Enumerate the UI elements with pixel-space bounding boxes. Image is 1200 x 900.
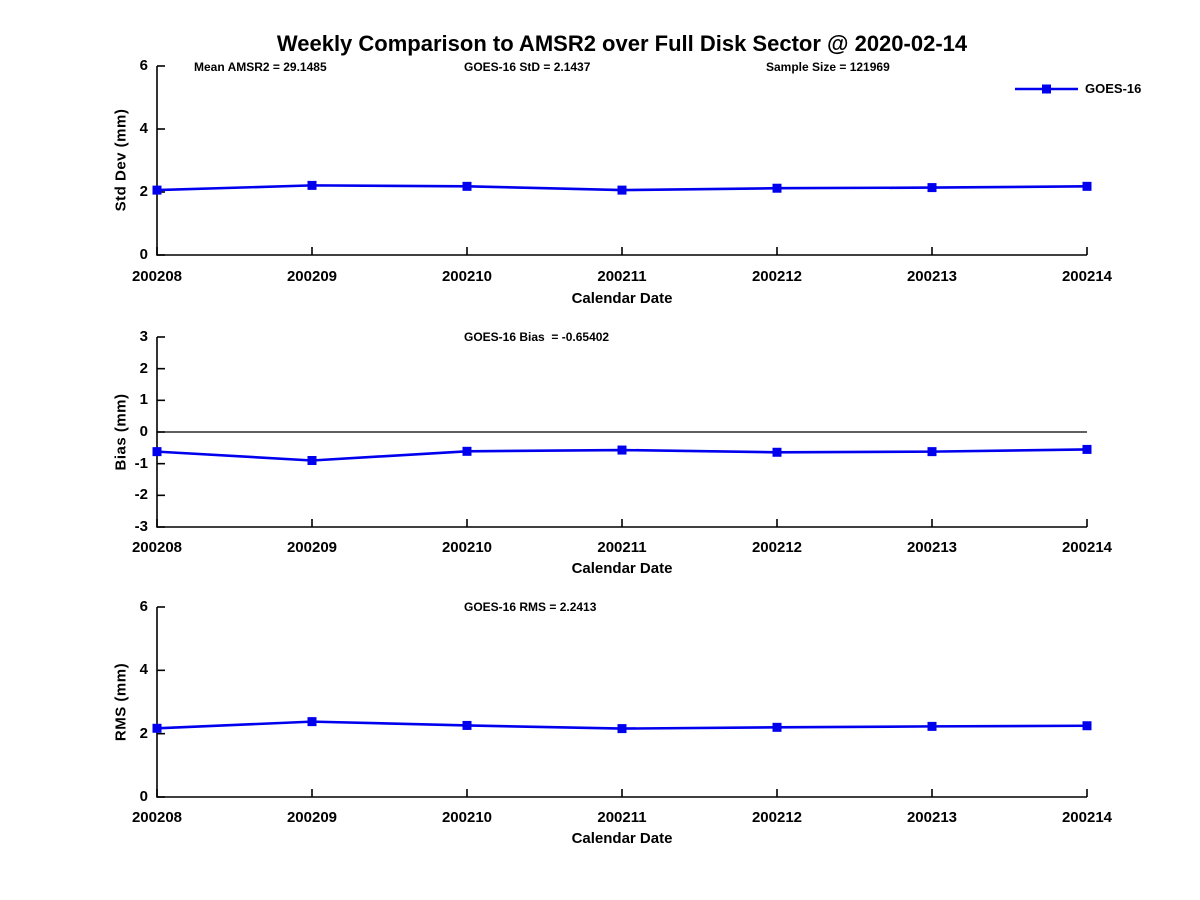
data-point-marker [772,183,782,193]
data-point-marker [617,445,627,455]
y-tick-label: -1 [134,454,148,472]
x-tick-label: 200214 [1061,539,1113,556]
x-tick-label: 200211 [597,539,647,556]
annotation-goes16-std: GOES-16 StD = 2.1437 [464,60,591,74]
data-point-marker [307,180,317,190]
data-point-marker [1082,444,1092,454]
y-tick-label: -2 [134,486,148,504]
x-tick-label: 200213 [906,268,958,285]
x-tick-label: 200209 [286,268,338,285]
data-point-marker [1082,181,1092,191]
data-point-marker [307,456,317,465]
x-tick-label: 200210 [441,539,493,556]
x-tick-label: 200214 [1061,268,1113,285]
annotation-mean-amsr2: Mean AMSR2 = 29.1485 [194,60,327,74]
x-tick-label: 200211 [597,268,647,285]
x-tick-label: 200208 [131,268,183,285]
y-tick-label: 2 [139,724,148,742]
x-axis-label-calendar-date: Calendar Date [571,830,673,847]
annotation-sample-size: Sample Size = 121969 [766,60,890,74]
y-tick-label: 2 [139,359,148,377]
x-tick-label: 200209 [286,809,338,826]
x-tick-label: 200209 [286,539,338,556]
x-tick-label: 200213 [906,539,958,556]
data-point-marker [152,447,162,457]
x-axis-label-calendar-date: Calendar Date [571,290,673,307]
y-tick-label: -3 [134,518,148,535]
data-point-marker [927,447,937,457]
x-tick-label: 200210 [441,809,493,826]
y-tick-label: 0 [139,246,148,263]
y-tick-label: 6 [139,57,148,74]
y-tick-label: 1 [139,391,148,409]
data-point-marker [307,717,317,727]
y-tick-label: 2 [139,183,148,200]
y-tick-label: 3 [139,328,148,345]
x-tick-label: 200210 [441,268,493,285]
y-tick-label: 0 [139,788,148,805]
legend-marker [1042,84,1051,94]
y-tick-label: 0 [139,423,148,440]
annotation-goes16-bias: GOES-16 Bias = -0.65402 [464,330,610,344]
data-point-marker [927,721,937,731]
y-tick-label: 6 [139,598,148,615]
x-tick-label: 200208 [131,539,183,556]
y-tick-label: 4 [139,661,148,679]
data-point-marker [152,723,162,733]
x-tick-label: 200214 [1061,809,1113,826]
data-point-marker [1082,721,1092,731]
x-tick-label: 200212 [751,809,803,826]
x-tick-label: 200212 [751,539,803,556]
x-tick-label: 200212 [751,268,803,285]
legend-label: GOES-16 [1085,81,1142,96]
y-tick-label: 4 [139,120,148,137]
x-axis-label-calendar-date: Calendar Date [571,560,673,577]
data-point-marker [772,447,782,457]
x-tick-label: 200213 [906,809,958,826]
data-point-marker [772,722,782,732]
x-tick-label: 200208 [131,809,183,826]
data-point-marker [927,183,937,193]
data-point-marker [617,185,627,195]
data-point-marker [152,185,162,195]
data-point-marker [617,724,627,734]
data-point-marker [462,446,472,456]
data-point-marker [462,181,472,191]
chart-title: Weekly Comparison to AMSR2 over Full Dis… [276,31,968,56]
annotation-goes16-rms: GOES-16 RMS = 2.2413 [464,600,597,614]
data-point-marker [462,720,472,730]
x-tick-label: 200211 [597,809,647,826]
